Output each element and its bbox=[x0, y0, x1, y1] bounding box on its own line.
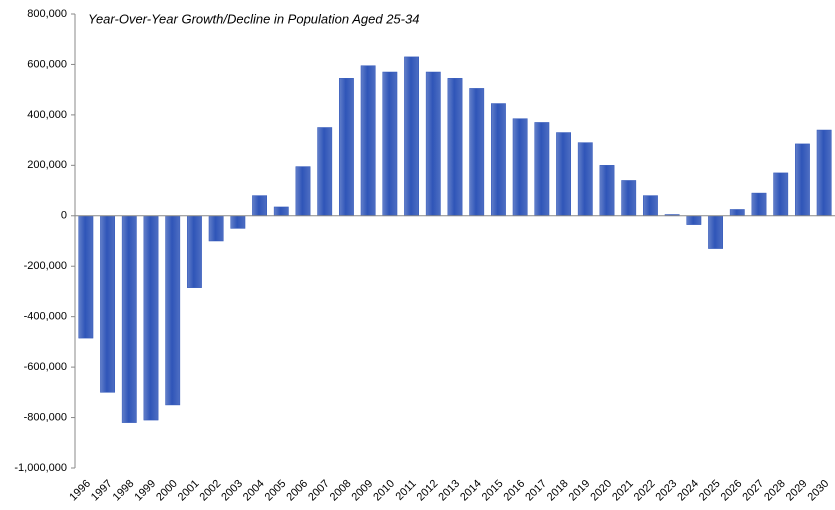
chart-title: Year-Over-Year Growth/Decline in Populat… bbox=[88, 11, 419, 26]
bar bbox=[469, 88, 485, 217]
bar bbox=[187, 215, 202, 288]
bar bbox=[512, 118, 528, 217]
bar bbox=[686, 215, 702, 225]
bar bbox=[295, 166, 311, 217]
x-tick-label: 2002 bbox=[198, 478, 224, 504]
y-tick-label: -400,000 bbox=[24, 311, 67, 323]
bar bbox=[621, 180, 637, 217]
x-tick-label: 2014 bbox=[458, 478, 484, 504]
x-tick-label: 1996 bbox=[67, 478, 93, 504]
bar bbox=[643, 195, 658, 217]
bar bbox=[816, 129, 832, 217]
x-tick-label: 2016 bbox=[502, 478, 528, 504]
x-tick-label: 2005 bbox=[263, 478, 289, 504]
x-tick-label: 1999 bbox=[132, 478, 158, 504]
x-tick-label: 2030 bbox=[806, 478, 832, 504]
x-tick-label: 2010 bbox=[371, 478, 397, 504]
x-tick-label: 2008 bbox=[328, 478, 354, 504]
bar bbox=[165, 215, 181, 406]
x-tick-label: 2013 bbox=[436, 478, 462, 504]
bar bbox=[534, 122, 550, 217]
bar bbox=[208, 215, 224, 242]
x-tick-label: 2029 bbox=[784, 478, 810, 504]
y-tick-label: -1,000,000 bbox=[14, 462, 67, 474]
bar bbox=[360, 65, 376, 217]
y-tick-label: 400,000 bbox=[27, 109, 67, 121]
bar bbox=[143, 215, 159, 421]
bar bbox=[447, 78, 463, 217]
y-tick-label: -600,000 bbox=[24, 361, 67, 373]
x-tick-label: 2009 bbox=[350, 478, 376, 504]
x-tick-label: 2024 bbox=[675, 478, 701, 504]
bar bbox=[795, 143, 810, 217]
x-tick-label: 2007 bbox=[306, 478, 332, 504]
y-tick-label: 200,000 bbox=[27, 159, 67, 171]
x-tick-label: 1998 bbox=[111, 478, 137, 504]
bar bbox=[121, 215, 137, 423]
bar bbox=[491, 103, 506, 217]
bar bbox=[773, 172, 789, 217]
bar bbox=[577, 142, 593, 217]
bar bbox=[729, 209, 745, 217]
x-tick-label: 2028 bbox=[762, 478, 788, 504]
bar bbox=[382, 71, 398, 217]
bar bbox=[273, 206, 289, 217]
x-tick-label: 2022 bbox=[632, 478, 658, 504]
x-tick-label: 2018 bbox=[545, 478, 571, 504]
x-tick-label: 2026 bbox=[719, 478, 745, 504]
y-tick-label: -200,000 bbox=[24, 260, 67, 272]
bar bbox=[599, 165, 615, 217]
bar bbox=[404, 56, 419, 217]
bar bbox=[339, 78, 354, 217]
y-tick-label: 800,000 bbox=[27, 8, 67, 20]
x-tick-label: 2006 bbox=[284, 478, 310, 504]
bar bbox=[100, 215, 115, 393]
x-tick-label: 2012 bbox=[415, 478, 441, 504]
x-tick-label: 1997 bbox=[89, 478, 115, 504]
x-tick-label: 2017 bbox=[523, 478, 549, 504]
bar bbox=[425, 71, 441, 217]
bar bbox=[708, 215, 723, 249]
y-tick-label: 0 bbox=[61, 210, 67, 222]
bar bbox=[317, 127, 333, 217]
x-tick-label: 2004 bbox=[241, 478, 267, 504]
x-tick-label: 2025 bbox=[697, 478, 723, 504]
x-tick-label: 2020 bbox=[588, 478, 614, 504]
x-tick-label: 2000 bbox=[154, 478, 180, 504]
x-tick-label: 2015 bbox=[480, 478, 506, 504]
bar bbox=[556, 132, 571, 217]
x-tick-label: 2023 bbox=[654, 478, 680, 504]
bar bbox=[252, 195, 267, 217]
bar bbox=[751, 192, 767, 217]
bar bbox=[78, 215, 94, 339]
x-tick-label: 2001 bbox=[176, 478, 202, 504]
x-tick-label: 2011 bbox=[394, 478, 419, 503]
bar bbox=[230, 215, 246, 229]
x-tick-label: 2019 bbox=[567, 478, 593, 504]
y-tick-label: -800,000 bbox=[24, 411, 67, 423]
y-tick-label: 600,000 bbox=[27, 58, 67, 70]
x-tick-label: 2003 bbox=[219, 478, 245, 504]
x-tick-label: 2021 bbox=[610, 478, 636, 504]
x-tick-label: 2027 bbox=[740, 478, 766, 504]
